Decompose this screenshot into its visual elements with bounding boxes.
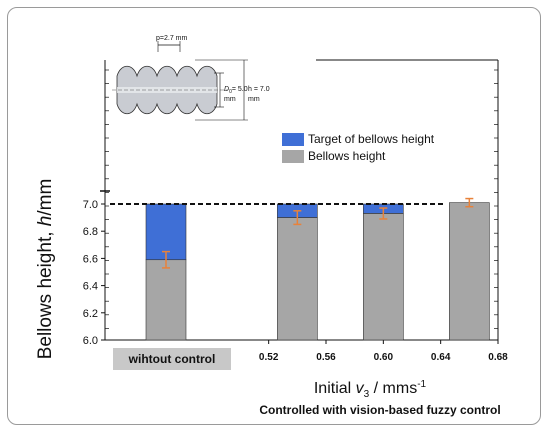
chart-frame	[7, 7, 541, 425]
x-tick-label: 0.64	[431, 352, 451, 363]
bar-height	[363, 213, 404, 341]
x-axis-label: Initial v3 / mms-1	[314, 379, 427, 400]
x-tick-label: 0.68	[488, 352, 508, 363]
x-tick-label: 0.56	[316, 352, 336, 363]
legend-swatch-target	[282, 133, 304, 146]
y-tick-label: 6.4	[83, 281, 98, 293]
category-label: wihtout control	[128, 352, 216, 366]
bellows-inset-drawing: p=2.7 mm D0= 5.0 mm h = 7.0 mm	[112, 35, 270, 121]
category-label-background	[113, 348, 231, 370]
d0-unit: mm	[224, 96, 236, 103]
y-tick-label: 6.8	[83, 226, 98, 238]
pitch-label: p=2.7 mm	[156, 35, 187, 42]
x-tick-label: 0.52	[259, 352, 279, 363]
y-axis-label: Bellows height, h/mm	[35, 179, 56, 360]
y-tick-label: 7.0	[83, 199, 98, 211]
y-tick-label: 6.0	[83, 335, 98, 347]
bar-height	[277, 217, 318, 341]
legend-label-target: Target of bellows height	[308, 132, 435, 146]
bar-height	[145, 259, 187, 341]
h-label: h = 7.0	[248, 86, 270, 93]
y-tick-label: 6.6	[83, 253, 98, 265]
chart-subtitle: Controlled with vision-based fuzzy contr…	[259, 403, 500, 417]
legend-label-height: Bellows height	[308, 149, 386, 163]
h-unit: mm	[248, 96, 260, 103]
d0-label: D0= 5.0	[224, 86, 248, 95]
bar-height	[449, 202, 490, 341]
y-tick-label: 6.2	[83, 308, 98, 320]
legend-swatch-height	[282, 150, 304, 163]
x-tick-label: 0.60	[374, 352, 394, 363]
legend: Target of bellows height Bellows height	[282, 132, 435, 163]
